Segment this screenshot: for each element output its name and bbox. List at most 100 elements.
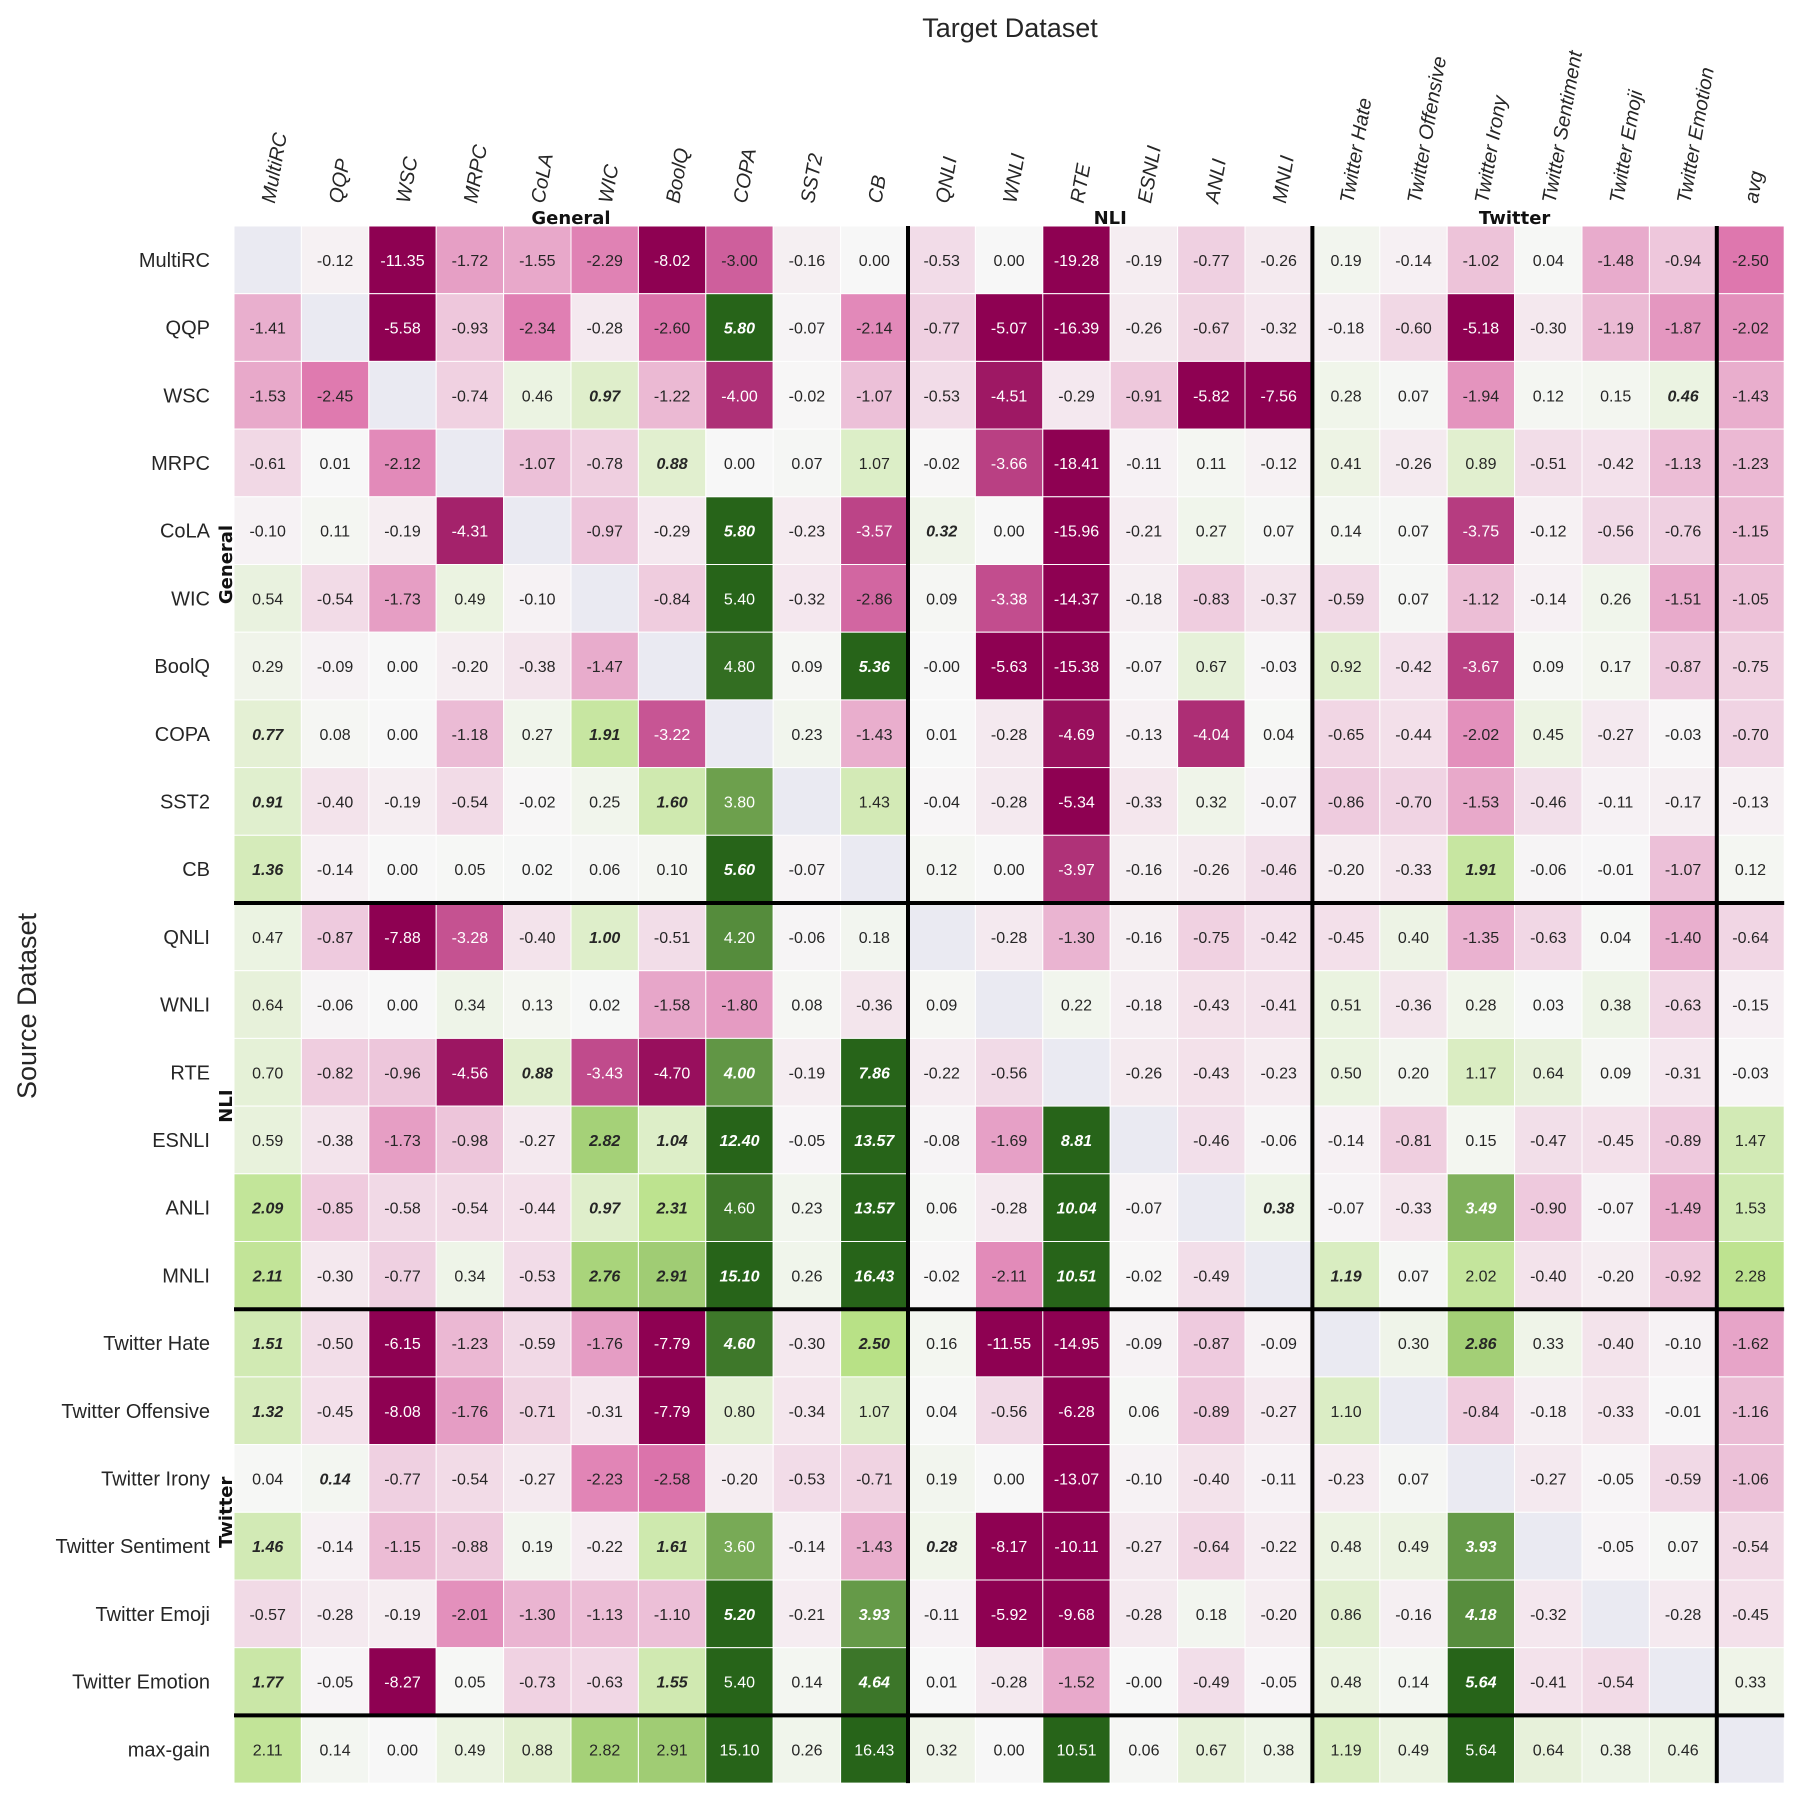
- heatmap-cell: [1177, 428, 1246, 498]
- cell-value-label: 2.91: [656, 1268, 688, 1285]
- cell-value-label: 2.76: [588, 1268, 620, 1285]
- heatmap-cell: [907, 1173, 976, 1243]
- cell-value-label: -0.20: [1597, 1268, 1634, 1285]
- heatmap-cell: [907, 1241, 976, 1310]
- column-group-label: NLI: [1094, 208, 1127, 229]
- heatmap-cell: [1514, 699, 1583, 769]
- heatmap-cell: [1716, 1241, 1785, 1310]
- cell-value-label: -0.89: [1193, 1404, 1230, 1421]
- heatmap-cell: [974, 767, 1044, 836]
- heatmap-cell: [637, 360, 707, 430]
- cell-value-label: 15.10: [719, 1268, 759, 1285]
- cell-value-label: 0.09: [791, 659, 822, 676]
- heatmap-cell: [1648, 699, 1718, 769]
- heatmap-cell: [1109, 1714, 1179, 1784]
- heatmap-cell: [368, 699, 437, 769]
- heatmap-cell: [1177, 1105, 1246, 1175]
- heatmap-cell: [1446, 970, 1516, 1039]
- heatmap-cell: [570, 225, 639, 295]
- heatmap-cell: [233, 834, 302, 904]
- heatmap-cell: [368, 1444, 437, 1513]
- heatmap-cell: [233, 631, 302, 701]
- heatmap-cell: [974, 1714, 1044, 1784]
- heatmap-cell: [1514, 1444, 1583, 1513]
- cell-value-label: 0.12: [926, 862, 957, 879]
- heatmap-cell: [1716, 631, 1785, 701]
- heatmap-cell: [1177, 1714, 1246, 1784]
- cell-value-label: 0.77: [252, 727, 284, 744]
- cell-value-label: 3.60: [724, 1539, 755, 1556]
- cell-value-label: -0.87: [317, 930, 354, 947]
- cell-value-label: 3.93: [859, 1607, 890, 1624]
- cell-value-label: 3.49: [1465, 1201, 1496, 1218]
- heatmap-cell: [233, 428, 302, 498]
- cell-value-label: 0.41: [1331, 456, 1362, 473]
- heatmap-cell: [435, 1647, 505, 1716]
- heatmap-cell: [1042, 1647, 1111, 1716]
- heatmap-cell: [907, 496, 976, 565]
- cell-value-label: -0.28: [991, 1201, 1028, 1218]
- heatmap-cell: [1514, 564, 1583, 633]
- cell-value-label: 0.38: [1600, 1742, 1631, 1759]
- cell-value-label: -0.29: [654, 524, 691, 541]
- cell-value-label: -0.10: [519, 591, 556, 608]
- cell-value-label: -0.46: [1530, 794, 1567, 811]
- cell-value-label: -5.58: [384, 321, 421, 338]
- heatmap-cell: [974, 631, 1044, 701]
- heatmap-cell: [1042, 1105, 1111, 1175]
- cell-value-label: 4.18: [1464, 1607, 1496, 1624]
- heatmap-cell: [1446, 293, 1516, 362]
- cell-value-label: -0.53: [923, 388, 960, 405]
- heatmap-cell: [300, 699, 370, 769]
- cell-value-label: 8.81: [1061, 1133, 1092, 1150]
- cell-value-label: 0.25: [589, 794, 620, 811]
- cell-value-label: 0.26: [791, 1268, 822, 1285]
- heatmap-cell: [1648, 1241, 1718, 1310]
- cell-value-label: -1.43: [856, 1539, 893, 1556]
- heatmap-cell: [974, 1037, 1044, 1107]
- cell-value-label: -0.96: [384, 1065, 421, 1082]
- heatmap-cell: [772, 834, 842, 904]
- cell-value-label: -0.45: [1732, 1607, 1769, 1624]
- column-tick-label: Twitter Emoji: [1606, 88, 1648, 205]
- cell-value-label: 0.00: [387, 727, 418, 744]
- heatmap-cell: [233, 1241, 302, 1310]
- cell-value-label: -1.48: [1597, 253, 1634, 270]
- cell-value-label: 10.51: [1056, 1742, 1096, 1759]
- row-tick-label: QNLI: [163, 927, 210, 949]
- cell-value-label: -0.57: [249, 1607, 286, 1624]
- heatmap-cell: [1244, 1714, 1313, 1784]
- row-tick-label: Twitter Irony: [101, 1468, 210, 1490]
- cell-value-label: -0.74: [452, 388, 489, 405]
- cell-value-label: -0.63: [1530, 930, 1567, 947]
- cell-value-label: -2.58: [654, 1471, 691, 1488]
- heatmap-cell: [1311, 699, 1381, 769]
- column-tick-label: SST2: [797, 152, 827, 205]
- cell-value-label: 0.09: [1533, 659, 1564, 676]
- cell-value-label: 0.09: [926, 591, 957, 608]
- heatmap-cell: [637, 767, 707, 836]
- cell-value-label: -0.29: [1058, 388, 1095, 405]
- cell-value-label: -0.32: [789, 591, 826, 608]
- heatmap-cell: [840, 360, 909, 430]
- cell-value-label: 0.00: [859, 253, 890, 270]
- heatmap-cell: [233, 1444, 302, 1513]
- heatmap-cell-values: -0.12 -11.35 -1.72 -1.55 -2.29 -8.02 -3.00 -0.1…: [249, 253, 1768, 1759]
- heatmap-cell: [637, 699, 707, 769]
- cell-value-label: 0.07: [1398, 1268, 1429, 1285]
- cell-value-label: 4.80: [724, 659, 755, 676]
- cell-value-label: -1.40: [1665, 930, 1702, 947]
- cell-value-label: 0.38: [1263, 1742, 1294, 1759]
- cell-value-label: 1.46: [252, 1539, 283, 1556]
- cell-value-label: -1.72: [452, 253, 489, 270]
- row-tick-label: SST2: [160, 791, 210, 813]
- heatmap-cell: [1244, 564, 1313, 633]
- cell-value-label: -1.73: [384, 1133, 421, 1150]
- heatmap-cell: [503, 1376, 572, 1446]
- cell-value-label: -0.45: [1328, 930, 1365, 947]
- cell-value-label: -0.65: [1328, 727, 1365, 744]
- heatmap-cell: [840, 1579, 909, 1649]
- cell-value-label: -0.27: [519, 1133, 556, 1150]
- cell-value-label: -3.22: [654, 727, 691, 744]
- cell-value-label: -0.09: [317, 659, 354, 676]
